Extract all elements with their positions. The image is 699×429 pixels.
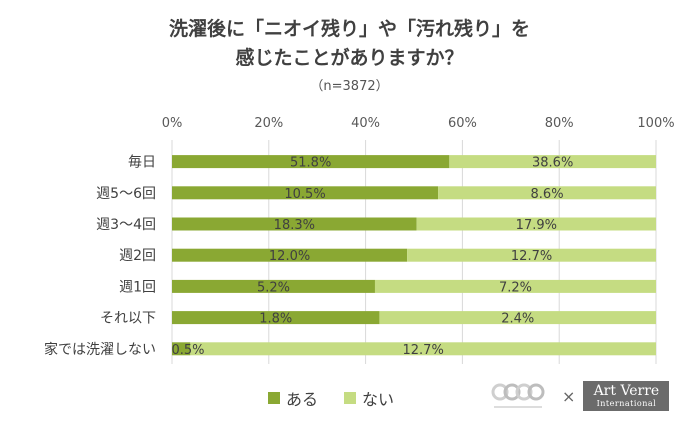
legend-label-aru: ある <box>286 390 319 409</box>
chart-title-line1: 洗濯後に「ニオイ残り」や「汚れ残り」を <box>168 18 530 40</box>
data-label-aru: 10.5% <box>284 187 325 202</box>
bar-nai <box>374 279 656 293</box>
wave-logo-icon <box>491 383 545 408</box>
data-label-nai: 38.6% <box>532 156 573 171</box>
category-label: 週5～6回 <box>96 186 156 202</box>
data-label-nai: 12.7% <box>403 343 444 358</box>
bar-aru <box>172 186 439 200</box>
x-tick-label: 0% <box>162 116 183 131</box>
times-symbol: × <box>562 386 576 406</box>
stacked-bar-chart: 0% 20% 40% 60% 80% 100% 毎日 51.8% 38.6% 週5～6回 10.5%… <box>44 116 675 364</box>
category-label: 毎日 <box>128 155 156 171</box>
chart-title-line2: 感じたことがありますか？ <box>235 47 464 69</box>
art-verre-logo-sub: International <box>596 399 657 408</box>
legend: ある ない <box>268 386 414 410</box>
bar-aru <box>172 217 417 231</box>
logo-area: × Art Verre International <box>488 378 670 414</box>
legend-swatch-aru <box>268 392 280 404</box>
category-label: 週3～4回 <box>96 217 156 233</box>
data-label-aru: 51.8% <box>290 156 331 171</box>
data-label-aru: 5.2% <box>257 280 290 295</box>
bar-aru <box>172 342 191 356</box>
x-tick-label: 40% <box>351 116 380 131</box>
category-label: それ以下 <box>100 311 156 327</box>
bar-nai <box>416 217 656 231</box>
data-label-nai: 17.9% <box>516 218 557 233</box>
data-label-nai: 2.4% <box>501 312 534 327</box>
bar-nai <box>438 186 656 200</box>
category-label: 家では洗濯しない <box>44 341 156 358</box>
bar-aru <box>172 155 450 169</box>
art-verre-logo-main: Art Verre <box>593 383 660 399</box>
category-label: 週2回 <box>119 248 156 264</box>
bar-nai <box>449 155 656 169</box>
data-label-nai: 12.7% <box>511 249 552 264</box>
data-label-nai: 8.6% <box>531 187 564 202</box>
bar-nai <box>407 248 656 262</box>
x-tick-label: 60% <box>448 116 477 131</box>
data-label-aru: 12.0% <box>269 249 310 264</box>
bar-nai <box>379 311 656 325</box>
data-label-nai: 7.2% <box>499 280 532 295</box>
x-tick-label: 80% <box>545 116 574 131</box>
legend-label-nai: ない <box>362 390 395 409</box>
bar-nai <box>190 342 657 356</box>
legend-item-nai: ない <box>344 386 394 410</box>
data-label-aru: 0.5% <box>171 343 204 358</box>
legend-item-aru: ある <box>268 386 318 410</box>
bar-aru <box>172 248 408 262</box>
data-label-aru: 1.8% <box>259 312 292 327</box>
x-tick-label: 100% <box>637 116 674 131</box>
legend-swatch-nai <box>344 392 357 404</box>
bar-aru <box>172 311 380 325</box>
chart-subtitle: （n=3872） <box>310 79 389 94</box>
data-label-aru: 18.3% <box>274 218 315 233</box>
x-tick-label: 20% <box>254 116 283 131</box>
bar-aru <box>172 279 375 293</box>
art-verre-logo: Art Verre International <box>583 381 670 411</box>
category-label: 週1回 <box>119 279 156 295</box>
